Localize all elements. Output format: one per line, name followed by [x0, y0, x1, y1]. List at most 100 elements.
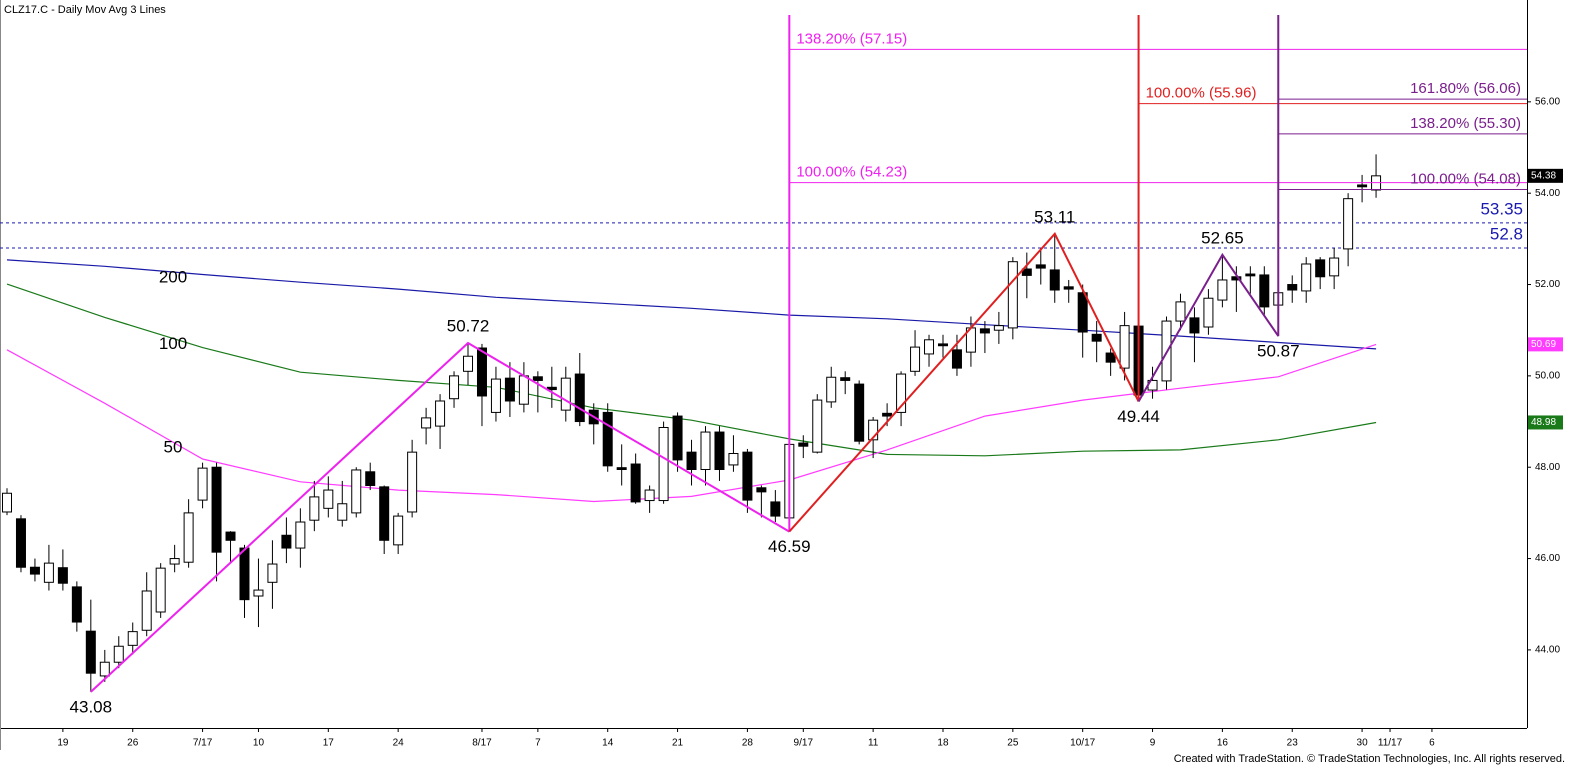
candle-body: [127, 631, 138, 646]
candle-body: [742, 451, 753, 501]
candle-body: [1035, 264, 1046, 269]
y-tick-label: 56.00: [1535, 96, 1560, 107]
candle-body: [1063, 286, 1074, 290]
candle-body: [630, 463, 641, 503]
x-tick-label: 28: [742, 738, 754, 749]
candle-body: [351, 469, 362, 514]
candle-body: [365, 471, 376, 486]
x-tick-label: 16: [1217, 738, 1229, 749]
candle-body: [1049, 269, 1060, 291]
candle-body: [169, 558, 180, 565]
x-tick-label: 26: [127, 738, 139, 749]
candle-body: [379, 486, 390, 541]
x-tick-label: 19: [57, 738, 69, 749]
candle-body: [826, 376, 837, 403]
last-value-label: 50.69: [1531, 339, 1556, 350]
candle-body: [770, 501, 781, 517]
candle-body: [1021, 268, 1032, 276]
candle-body: [211, 466, 222, 553]
swing-label: 46.59: [768, 537, 811, 556]
candle-body: [686, 451, 697, 471]
candle-body: [951, 349, 962, 369]
chart-title: CLZ17.C - Daily Mov Avg 3 Lines: [4, 4, 166, 16]
candle-body: [71, 586, 82, 623]
x-tick-label: 10/17: [1070, 738, 1095, 749]
candle-body: [490, 378, 501, 413]
candle-body: [113, 645, 124, 663]
x-tick-label: 25: [1007, 738, 1019, 749]
candle-body: [644, 489, 655, 502]
candle-body: [1175, 301, 1186, 322]
x-tick-label: 14: [602, 738, 614, 749]
candle-body: [560, 377, 571, 411]
projection-label: 100.00% (55.96): [1146, 85, 1257, 102]
candle-body: [393, 515, 404, 546]
candle-body: [323, 489, 334, 509]
candle-body: [1105, 352, 1116, 363]
x-tick-label: 7: [535, 738, 541, 749]
swing-label: 50.87: [1257, 342, 1300, 361]
last-value-tag: [1528, 337, 1563, 352]
candle-body: [155, 567, 166, 613]
candle-body: [616, 467, 627, 471]
moving-average: [6, 259, 1377, 350]
x-tick-label: 9/17: [794, 738, 814, 749]
x-tick-label: 7/17: [193, 738, 213, 749]
candle-body: [658, 426, 669, 502]
candle-body: [183, 512, 194, 563]
candle-body: [1245, 273, 1256, 277]
candle-body: [309, 496, 320, 521]
candle-body: [1329, 257, 1340, 277]
candle-body: [85, 630, 96, 674]
ma-label: 100: [159, 334, 187, 353]
candle-body: [463, 355, 474, 372]
last-value-label: 48.98: [1531, 417, 1556, 428]
last-value-tag: [1528, 415, 1563, 430]
candle-body: [1301, 263, 1312, 292]
projection-label: 100.00% (54.08): [1410, 171, 1521, 188]
candle-body: [281, 534, 292, 549]
candle-body: [2, 492, 12, 513]
candle-body: [672, 415, 683, 461]
candle-body: [714, 431, 725, 471]
swing-label: 52.65: [1201, 228, 1244, 247]
x-tick-label: 18: [937, 738, 949, 749]
candle-body: [979, 328, 990, 334]
y-tick-label: 46.00: [1535, 553, 1560, 564]
candle-body: [1217, 279, 1228, 301]
candle-body: [435, 400, 446, 427]
candle-body: [43, 562, 54, 583]
x-tick-label: 11/17: [1378, 738, 1403, 749]
y-tick-label: 52.00: [1535, 279, 1560, 290]
last-value-label: 54.38: [1531, 170, 1556, 181]
candle-body: [518, 375, 529, 405]
swing-line: [90, 341, 790, 693]
candle-body: [993, 325, 1004, 331]
x-tick-label: 8/17: [472, 738, 492, 749]
candle-body: [99, 661, 110, 677]
candle-body: [337, 503, 348, 521]
candle-body: [449, 375, 460, 400]
candle-body: [1287, 284, 1298, 291]
x-tick-label: 23: [1287, 738, 1299, 749]
candle-body: [1007, 261, 1018, 329]
candle-body: [1259, 274, 1270, 308]
candle-body: [1357, 184, 1368, 188]
x-tick-label: 30: [1357, 738, 1369, 749]
swing-label: 50.72: [447, 316, 490, 335]
candle-body: [407, 451, 418, 513]
swing-label: 53.11: [1034, 207, 1075, 226]
x-tick-label: 21: [672, 738, 684, 749]
candle-body: [15, 518, 26, 568]
candle-body: [1119, 325, 1130, 369]
candle-body: [700, 431, 711, 471]
y-tick-label: 54.00: [1535, 188, 1560, 199]
x-tick-label: 6: [1429, 738, 1435, 749]
candle-body: [1343, 198, 1354, 250]
swing-line: [1137, 252, 1280, 402]
candle-body: [476, 347, 487, 397]
candle-body: [141, 590, 152, 631]
x-tick-label: 24: [393, 738, 405, 749]
ma-label: 50: [164, 438, 183, 457]
